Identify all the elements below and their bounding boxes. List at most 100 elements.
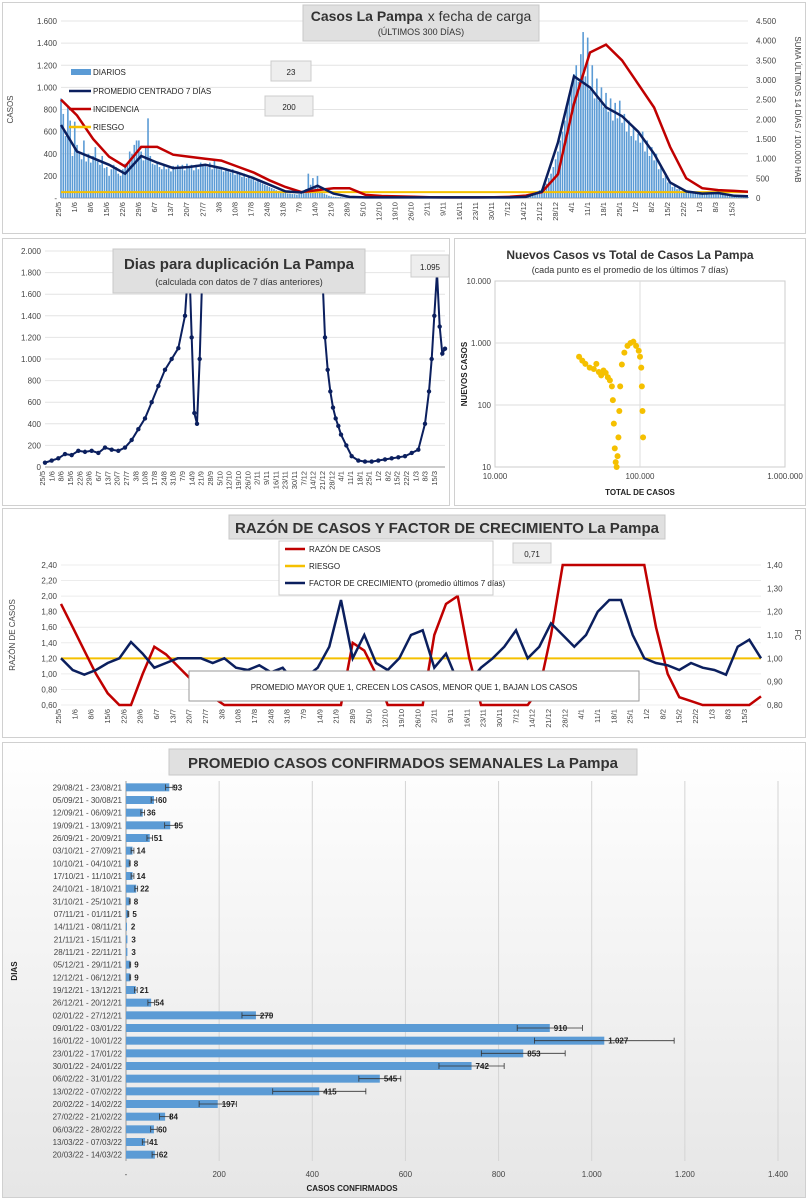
bar-semanal	[126, 1150, 155, 1159]
bar-diarios	[289, 193, 291, 198]
bar-diarios	[586, 37, 589, 198]
bar-diarios	[128, 151, 131, 198]
scatter-point	[638, 364, 645, 371]
y-tick-label: 1.200	[37, 61, 58, 70]
scatter-point	[590, 366, 597, 373]
bar-diarios	[584, 76, 587, 198]
x-tick-label: 21/12	[544, 709, 553, 728]
bar-diarios	[215, 165, 218, 198]
scatter-point	[639, 408, 646, 415]
bar-semanal	[126, 859, 130, 868]
series-duplicacion	[317, 250, 446, 463]
y2-axis-label: SUMA ÚLTIMOS 14 DÍAS / 100.000 HAB	[793, 36, 802, 182]
bar-diarios	[80, 159, 83, 198]
bar-diarios	[64, 136, 67, 198]
x-tick-label: 27/7	[201, 709, 210, 724]
bar-value-label: 93	[173, 783, 182, 792]
x-tick-label: 6/7	[150, 202, 159, 212]
bar-diarios	[564, 120, 566, 198]
chart-title: RAZÓN DE CASOS Y FACTOR DE CRECIMIENTO L…	[235, 519, 660, 537]
bar-value-label: 9	[134, 973, 139, 982]
data-point	[389, 456, 394, 461]
x-tick-label: 8/6	[57, 471, 66, 481]
bar-diarios	[602, 107, 605, 198]
series-promedio	[59, 74, 749, 199]
bar-diarios	[344, 197, 346, 198]
data-point	[49, 458, 54, 463]
annotation-box	[512, 542, 552, 564]
y-tick-label: 2,00	[41, 592, 57, 601]
duplicacion-chart: 0 200 400 600 800 1.000 1.200 1.400 1.600 1.800 2.…	[21, 247, 449, 490]
y-tick-label: 1.800	[21, 269, 42, 278]
bar-diarios	[330, 196, 333, 198]
bar-diarios	[213, 160, 216, 198]
x-tick-label: 10.000	[483, 472, 508, 481]
x-tick-label: 14/9	[187, 471, 196, 486]
bar-diarios	[662, 178, 665, 198]
bar-diarios	[580, 54, 582, 198]
bar-diarios	[325, 194, 328, 198]
bar-diarios	[238, 173, 241, 198]
bar-diarios	[69, 120, 71, 198]
category-label: 10/10/21 - 04/10/21	[53, 859, 123, 868]
chart-title: PROMEDIO CASOS CONFIRMADOS SEMANALES La …	[188, 755, 619, 772]
bar-diarios	[245, 178, 248, 198]
bar-diarios	[630, 136, 633, 198]
scatter-point	[635, 347, 642, 354]
bar-diarios	[286, 193, 289, 198]
scatter-point	[598, 372, 605, 379]
bar-diarios	[174, 169, 177, 198]
x-tick-label: 31/8	[169, 471, 178, 486]
duplicacion-chart-panel: 0 200 400 600 800 1.000 1.200 1.400 1.600 1.800 2.…	[2, 238, 450, 506]
y-tick-label: 800	[28, 377, 42, 386]
annotation-value: 1.095	[420, 263, 441, 272]
y-tick-label: 600	[28, 398, 42, 407]
annotation-box	[270, 60, 312, 82]
bar-diarios	[655, 153, 658, 198]
x-axis-label: CASOS CONFIRMADOS	[306, 1184, 398, 1193]
x-tick-label: 29/6	[85, 471, 94, 486]
x-tick-label: 27/7	[198, 202, 207, 217]
x-tick-label: 11/1	[583, 202, 592, 216]
bar-semanal	[126, 783, 170, 792]
data-point	[344, 443, 349, 448]
data-point	[56, 456, 61, 461]
annotation-value: 23	[287, 68, 296, 77]
y-tick-label: 1.400	[37, 39, 58, 48]
bar-diarios	[307, 173, 310, 198]
bar-value-label: 54	[155, 999, 164, 1008]
scatter-point	[617, 383, 624, 390]
bar-diarios	[172, 165, 175, 198]
bar-diarios	[701, 193, 703, 198]
bar-diarios	[197, 169, 200, 198]
bar-diarios	[715, 192, 717, 198]
bar-value-label: 279	[260, 1011, 274, 1020]
legend-label: PROMEDIO CENTRADO 7 DÍAS	[93, 87, 211, 96]
data-point	[356, 458, 361, 463]
y-tick-label: 0,80	[41, 685, 57, 694]
bar-value-label: 742	[476, 1062, 490, 1071]
data-point	[169, 356, 174, 362]
bar-diarios	[646, 140, 649, 198]
bar-diarios	[680, 191, 683, 198]
x-tick-label: 28/12	[327, 471, 336, 490]
bar-diarios	[73, 121, 76, 198]
chart-subtitle: (ÚLTIMOS 300 DÍAS)	[378, 27, 464, 37]
data-point	[440, 351, 445, 356]
data-point	[42, 460, 48, 465]
bar-diarios	[545, 183, 548, 198]
bar-diarios	[628, 120, 630, 198]
bar-value-label: 853	[527, 1049, 541, 1058]
x-tick-label: 1.000	[582, 1170, 603, 1179]
bar-diarios	[687, 191, 690, 198]
data-point	[189, 335, 194, 340]
bar-diarios	[227, 170, 229, 198]
scatter-point	[633, 342, 640, 349]
note-box	[188, 670, 640, 702]
data-point	[416, 447, 421, 452]
data-point	[426, 389, 432, 394]
casos-chart-panel: - 200 400 600 800 1.000 1.200 1.400 1.600 0 500 1.0…	[2, 2, 806, 234]
category-label: 03/10/21 - 27/09/21	[53, 847, 123, 856]
bar-diarios	[106, 167, 108, 198]
x-tick-label: 5/10	[359, 202, 368, 217]
